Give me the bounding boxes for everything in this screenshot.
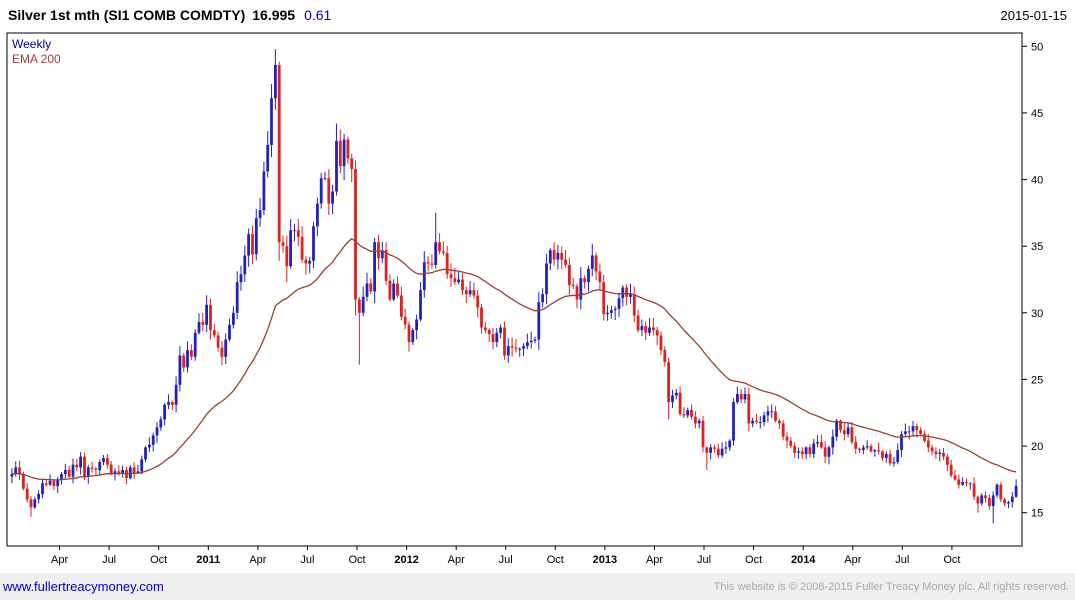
copyright-text: This website is © 2008-2015 Fuller Treac… [713, 580, 1069, 593]
chart-legend: Weekly EMA 200 [12, 37, 61, 67]
legend-ema-200: EMA 200 [12, 52, 61, 66]
svg-text:Oct: Oct [943, 554, 960, 566]
svg-text:45: 45 [1031, 108, 1043, 120]
site-link[interactable]: www.fullertreacymoney.com [3, 579, 164, 594]
svg-text:Jul: Jul [697, 554, 711, 566]
svg-text:Jul: Jul [895, 554, 909, 566]
svg-text:2012: 2012 [394, 554, 418, 566]
chart-header: Silver 1st mth (SI1 COMB COMDTY) 16.995 … [0, 0, 1075, 30]
svg-text:40: 40 [1031, 175, 1043, 187]
svg-text:2014: 2014 [791, 554, 816, 566]
svg-text:Oct: Oct [547, 554, 564, 566]
svg-text:Jul: Jul [499, 554, 513, 566]
chart-date: 2015-01-15 [1000, 7, 1068, 23]
footer-bar: www.fullertreacymoney.com This website i… [0, 573, 1075, 600]
svg-text:Jul: Jul [102, 554, 116, 566]
svg-text:Jul: Jul [300, 554, 314, 566]
svg-text:30: 30 [1031, 308, 1043, 320]
chart-title: Silver 1st mth (SI1 COMB COMDTY) [8, 7, 246, 23]
svg-text:25: 25 [1031, 374, 1043, 386]
svg-text:Apr: Apr [448, 554, 465, 566]
price-chart: 15 20 25 30 35 40 45 50 Apr Jul Oct 2011 Apr Jul Oct 20… [0, 30, 1075, 573]
price-chart-svg: 15 20 25 30 35 40 45 50 Apr Jul Oct 2011 Apr Jul Oct 20… [6, 32, 1043, 566]
svg-text:Apr: Apr [249, 554, 266, 566]
svg-text:Oct: Oct [745, 554, 762, 566]
svg-text:50: 50 [1031, 41, 1043, 53]
svg-text:Oct: Oct [150, 554, 167, 566]
svg-text:20: 20 [1031, 441, 1043, 453]
svg-text:35: 35 [1031, 241, 1043, 253]
last-price: 16.995 [252, 7, 296, 23]
svg-text:Apr: Apr [51, 554, 68, 566]
svg-text:15: 15 [1031, 508, 1043, 520]
svg-text:Oct: Oct [348, 554, 365, 566]
svg-text:2013: 2013 [593, 554, 617, 566]
price-change: 0.61 [304, 7, 332, 23]
svg-text:Apr: Apr [844, 554, 861, 566]
svg-text:Apr: Apr [646, 554, 663, 566]
svg-text:2011: 2011 [196, 554, 220, 566]
legend-timeframe: Weekly [12, 37, 52, 51]
